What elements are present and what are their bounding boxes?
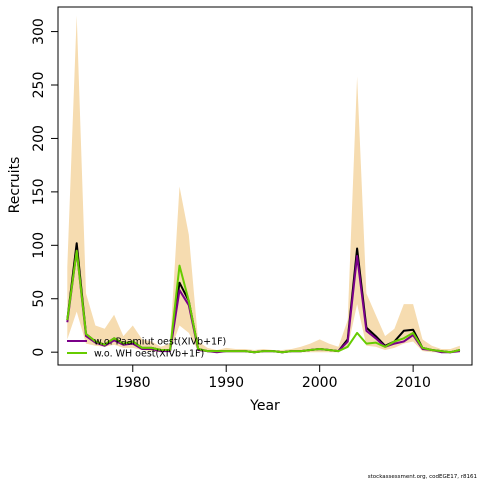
y-tick-label: 100 bbox=[31, 232, 47, 259]
y-axis-label: Recruits bbox=[7, 157, 23, 214]
confidence-band bbox=[67, 15, 460, 353]
series-line-2 bbox=[66, 249, 461, 354]
y-axis: 0 50 100 150 200 250 300 bbox=[31, 18, 58, 357]
plot-frame bbox=[57, 6, 473, 366]
x-tick-label: 1990 bbox=[208, 375, 244, 391]
confidence-band-layer bbox=[67, 15, 460, 353]
y-tick-label: 200 bbox=[31, 125, 47, 152]
x-tick-label: 2010 bbox=[395, 375, 431, 391]
x-axis: 1980 1990 2000 2010 bbox=[115, 365, 431, 391]
y-tick-label: 0 bbox=[31, 348, 47, 357]
x-axis-label: Year bbox=[249, 398, 280, 414]
y-tick-label: 250 bbox=[31, 72, 47, 99]
legend-entry-label: w.o. Paamiut oest(XIVb+1F) bbox=[94, 337, 226, 348]
footer-credit: stockassessment.org, codEGE17, r8161 bbox=[368, 474, 477, 480]
y-tick-label: 50 bbox=[31, 290, 47, 308]
legend: w.o. Paamiut oest(XIVb+1F)w.o. WH oest(X… bbox=[67, 337, 226, 360]
y-tick-label: 150 bbox=[31, 179, 47, 206]
x-tick-label: 2000 bbox=[302, 375, 338, 391]
x-tick-label: 1980 bbox=[115, 375, 151, 391]
series-lines-layer bbox=[66, 242, 461, 354]
y-tick-label: 300 bbox=[31, 18, 47, 45]
legend-entry-label: w.o. WH oest(XIVb+1F) bbox=[94, 349, 204, 360]
